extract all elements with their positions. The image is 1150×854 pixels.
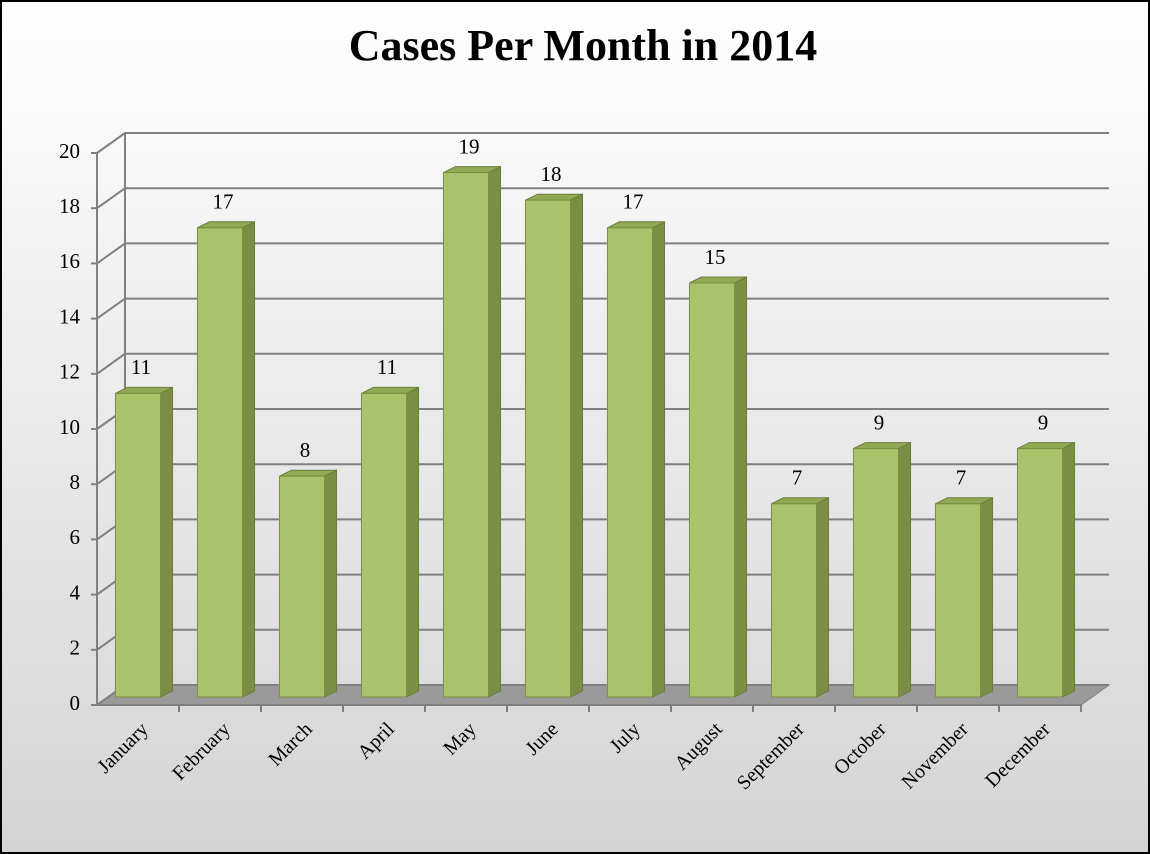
bar (442, 165, 502, 698)
bar-front (688, 282, 736, 698)
y-tick-label: 20 (59, 139, 80, 163)
y-tick-label: 12 (59, 360, 80, 384)
y-tick-label: 0 (70, 691, 81, 715)
bar-side (734, 276, 748, 698)
grid-line (96, 352, 1109, 375)
bar-side (1062, 441, 1076, 698)
bar-side (488, 165, 502, 698)
bar-front (278, 475, 326, 698)
bar-front (934, 503, 982, 698)
bar (606, 220, 666, 698)
data-label: 9 (874, 410, 885, 434)
data-label: 18 (541, 162, 562, 186)
bar-side (406, 386, 420, 698)
bar (524, 193, 584, 698)
grid-line (96, 132, 1109, 154)
data-label: 11 (131, 355, 151, 379)
y-tick-label: 10 (59, 415, 80, 439)
y-tick-label: 2 (70, 636, 81, 660)
bar-side (160, 386, 174, 698)
bar (1016, 441, 1076, 698)
bar-front (606, 227, 654, 698)
y-tick-label: 4 (70, 580, 81, 604)
bar-side (980, 496, 994, 698)
y-tick-label: 8 (70, 470, 81, 494)
grid-line (96, 187, 1109, 210)
bar (278, 469, 338, 698)
y-tick-label: 18 (59, 194, 80, 218)
bar-front (360, 392, 408, 698)
data-label: 11 (377, 355, 397, 379)
bar (196, 220, 256, 698)
chart-title: Cases Per Month in 2014 (349, 21, 818, 70)
grid-line (96, 242, 1109, 265)
bar-side (816, 496, 830, 698)
bar (114, 386, 174, 698)
data-label: 7 (956, 466, 967, 490)
bar (688, 276, 748, 698)
bar (360, 386, 420, 698)
data-label: 8 (300, 438, 311, 462)
bar-side (242, 220, 256, 698)
y-tick-label: 16 (59, 249, 80, 273)
bar-side (570, 193, 584, 698)
data-label: 15 (705, 245, 726, 269)
data-label: 9 (1038, 410, 1049, 434)
bar-side (898, 441, 912, 698)
bar-front (1016, 448, 1064, 698)
bar-front (442, 172, 490, 698)
data-label: 7 (792, 466, 803, 490)
bar (852, 441, 912, 698)
y-tick-label: 6 (70, 525, 81, 549)
bar (934, 496, 994, 698)
data-label: 17 (213, 190, 234, 214)
grid-line (96, 297, 1109, 320)
bar (770, 496, 830, 698)
bar-front (770, 503, 818, 698)
bar-front (524, 199, 572, 698)
bar-side (324, 469, 338, 698)
data-label: 19 (459, 134, 480, 158)
data-label: 17 (623, 190, 644, 214)
bar-front (114, 392, 162, 698)
y-tick-label: 14 (59, 304, 81, 328)
bar-front (196, 227, 244, 698)
bar-side (652, 220, 666, 698)
bar-front (852, 448, 900, 698)
